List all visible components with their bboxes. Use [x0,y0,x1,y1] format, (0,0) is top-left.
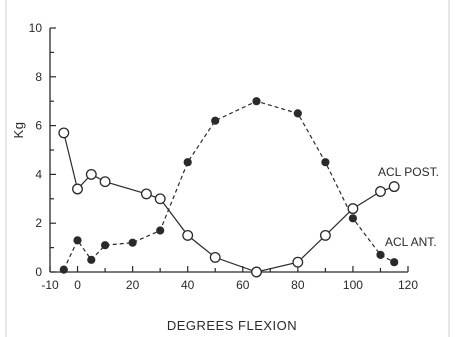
x-tick-label: 100 [343,278,363,292]
y-tick-label: 0 [35,265,42,279]
y-tick-label: 6 [35,119,42,133]
x-axis-label: DEGREES FLEXION [167,318,297,333]
data-point-acl-post [375,186,386,197]
y-axis-label: Kg [11,122,26,139]
data-point-acl-ant [73,236,82,245]
data-point-acl-ant [156,226,165,235]
series-label-acl-post: ACL POST. [378,165,439,179]
data-point-acl-post [347,203,359,215]
data-point-acl-post [85,168,97,180]
x-tick-label: -10 [41,278,59,292]
series-line-acl-ant [63,100,395,270]
x-tick-label: 20 [126,278,140,292]
y-tick-label: 2 [35,216,42,230]
data-point-acl-ant [321,158,330,167]
data-point-acl-post [388,181,400,193]
data-point-acl-ant [87,255,96,264]
data-point-acl-ant [293,109,302,118]
data-point-acl-ant [59,265,68,274]
y-tick-label: 10 [29,21,43,35]
data-point-acl-post [292,256,304,268]
data-point-acl-post [251,266,262,278]
y-tick-label: 8 [35,70,42,84]
data-point-acl-post [72,183,83,195]
data-point-acl-ant [128,238,137,247]
x-tick-label: 0 [74,278,81,292]
axes [49,28,408,273]
y-tick-label: 4 [35,167,42,181]
data-point-acl-post [99,176,111,188]
data-point-acl-post [209,251,221,263]
data-point-acl-ant [252,97,261,106]
data-point-acl-post [140,188,152,200]
series-lines [63,100,395,273]
data-point-acl-ant [183,158,192,167]
data-point-acl-ant [211,116,220,125]
series-label-acl-ant: ACL ANT. [385,235,437,249]
data-point-acl-post [58,127,70,139]
data-point-acl-ant [348,214,357,223]
data-point-acl-post [319,229,331,241]
x-tick-label: 80 [291,278,305,292]
x-tick-label: 60 [236,278,250,292]
data-points [58,97,400,278]
data-point-acl-ant [101,241,110,250]
series-line-acl-post [63,132,395,273]
x-tick-label: 40 [181,278,195,292]
x-tick-label: 120 [398,278,418,292]
data-point-acl-ant [376,250,385,259]
data-point-acl-post [154,193,166,205]
data-point-acl-post [182,229,194,241]
data-point-acl-ant [390,258,399,267]
